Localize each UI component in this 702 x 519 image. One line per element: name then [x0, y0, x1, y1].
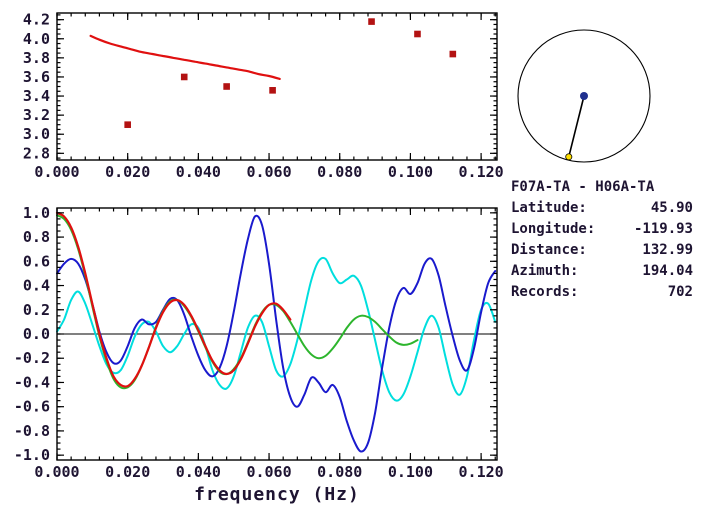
x-tick-label: 0.060 — [246, 163, 291, 181]
y-tick-label: -0.6 — [14, 398, 50, 416]
distance-label: Distance: — [511, 242, 587, 258]
y-tick-label: 3.8 — [23, 49, 50, 67]
azimuth-circle — [517, 29, 651, 163]
records-value: 702 — [667, 284, 693, 300]
x-tick-label: 0.060 — [246, 463, 291, 481]
x-tick-label: 0.000 — [34, 163, 79, 181]
y-tick-label: 0.0 — [23, 325, 50, 343]
y-tick-label: 3.2 — [23, 106, 50, 124]
cross-correlation-plot: 0.000 0.020 0.040 0.060 0.080 0.100 0.120 -1.0 -… — [14, 204, 504, 481]
station-pair-label: F07A-TA - H06A-TA — [511, 179, 655, 195]
y-tick-label: -0.8 — [14, 422, 50, 440]
longitude-label: Longitude: — [511, 221, 596, 237]
y-tick-label: 0.6 — [23, 252, 50, 270]
y-tick-label: 3.6 — [23, 68, 50, 86]
y-tick-label: 2.8 — [23, 144, 50, 162]
x-axis-title: frequency (Hz) — [194, 484, 360, 505]
x-tick-label: 0.100 — [388, 463, 433, 481]
y-tick-label: 0.2 — [23, 301, 50, 319]
records-label: Records: — [511, 284, 579, 300]
blue-trace — [56, 214, 497, 453]
x-tick-label: 0.080 — [317, 463, 362, 481]
x-tick-label: 0.100 — [388, 163, 433, 181]
x-tick-label: 0.120 — [459, 463, 504, 481]
y-tick-label: -1.0 — [14, 446, 50, 464]
station1-dot — [580, 92, 588, 100]
y-tick-label: 0.8 — [23, 228, 50, 246]
y-tick-label: 1.0 — [23, 204, 50, 222]
y-tick-label: 0.4 — [23, 277, 50, 295]
station2-dot — [565, 153, 573, 161]
info-row-azimuth: Azimuth: 194.04 — [511, 261, 693, 282]
y-tick-label: 4.2 — [23, 11, 50, 29]
y-tick-label: 3.0 — [23, 125, 50, 143]
info-row-records: Records: 702 — [511, 282, 693, 303]
x-tick-label: 0.020 — [105, 463, 150, 481]
station-info-panel: F07A-TA - H06A-TA Latitude: 45.90 Longit… — [511, 177, 693, 303]
group-velocity-curve — [89, 34, 281, 80]
x-tick-label: 0.040 — [176, 463, 221, 481]
latitude-value: 45.90 — [650, 200, 693, 216]
x-tick-label: 0.120 — [459, 163, 504, 181]
info-row-longitude: Longitude: -119.93 — [511, 219, 693, 240]
distance-value: 132.99 — [642, 242, 693, 258]
info-row-distance: Distance: 132.99 — [511, 240, 693, 261]
x-tick-label: 0.020 — [105, 163, 150, 181]
dispersion-plot: 0.000 0.020 0.040 0.060 0.080 0.100 0.1202.83.… — [23, 11, 504, 181]
y-tick-label: 4.0 — [23, 30, 50, 48]
y-tick-label: 3.4 — [23, 87, 50, 105]
info-row-latitude: Latitude: 45.90 — [511, 198, 693, 219]
latitude-label: Latitude: — [511, 200, 587, 216]
y-tick-label: -0.4 — [14, 373, 50, 391]
x-tick-label: 0.080 — [317, 163, 362, 181]
station-path-line — [568, 95, 585, 158]
velocity-picks — [124, 18, 457, 128]
x-tick-label: 0.040 — [176, 163, 221, 181]
x-tick-label: 0.000 — [34, 463, 79, 481]
azimuth-value: 194.04 — [642, 263, 693, 279]
longitude-value: -119.93 — [633, 221, 693, 237]
y-tick-label: -0.2 — [14, 349, 50, 367]
cyan-trace — [56, 256, 497, 402]
azimuth-label: Azimuth: — [511, 263, 579, 279]
red-trace — [55, 211, 292, 388]
azimuth-diagram — [517, 29, 651, 163]
